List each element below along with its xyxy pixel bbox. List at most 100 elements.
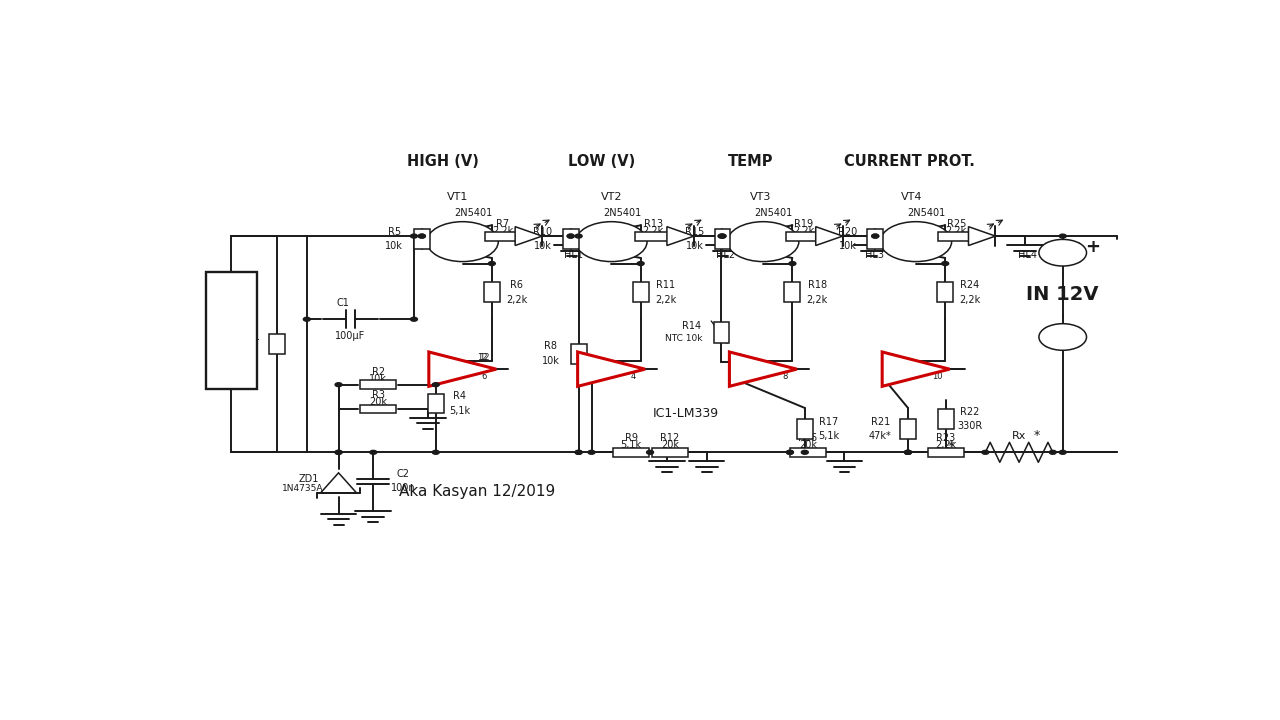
Circle shape [1060, 234, 1066, 238]
Circle shape [370, 451, 376, 454]
Text: R3: R3 [371, 390, 385, 400]
Circle shape [881, 222, 951, 261]
Bar [635, 232, 671, 240]
Text: Aka Kasyan 12/2019: Aka Kasyan 12/2019 [399, 484, 556, 499]
Text: 2,2k: 2,2k [934, 440, 956, 450]
Text: 2,2k: 2,2k [946, 225, 966, 235]
Text: 5: 5 [582, 377, 588, 385]
Text: 10k: 10k [838, 241, 856, 251]
Text: VT4: VT4 [901, 192, 923, 202]
Circle shape [489, 261, 495, 266]
Text: *: * [947, 440, 954, 454]
Text: CURRENT PROT.: CURRENT PROT. [844, 154, 974, 168]
Circle shape [942, 261, 948, 266]
Text: 5,1k: 5,1k [621, 440, 641, 450]
Circle shape [576, 222, 648, 261]
Text: 12: 12 [477, 353, 488, 362]
Bar [790, 448, 826, 456]
Text: 330R: 330R [957, 420, 982, 431]
Text: 20k: 20k [799, 440, 817, 450]
Text: 20k: 20k [660, 440, 678, 450]
Text: 10k: 10k [534, 241, 552, 251]
Text: R23: R23 [936, 433, 955, 444]
Text: R5: R5 [388, 227, 401, 237]
Text: +: + [1085, 238, 1100, 256]
Text: R22: R22 [960, 408, 979, 418]
Text: HL2: HL2 [716, 251, 735, 261]
Text: 2N5401: 2N5401 [908, 208, 946, 218]
Text: R18: R18 [808, 280, 827, 290]
Text: +: + [434, 356, 443, 366]
Circle shape [905, 451, 911, 454]
Text: 3: 3 [433, 353, 439, 362]
Bar [785, 282, 800, 302]
Text: R20: R20 [838, 227, 858, 237]
Text: 10k: 10k [686, 241, 704, 251]
Text: 4: 4 [631, 372, 636, 381]
Circle shape [411, 318, 417, 321]
Polygon shape [667, 227, 694, 246]
Text: Rx: Rx [1012, 431, 1027, 441]
Text: R7: R7 [497, 219, 509, 229]
Text: 5,1k: 5,1k [449, 406, 470, 415]
Bar [484, 282, 499, 302]
Circle shape [982, 451, 989, 454]
Text: VT3: VT3 [750, 192, 771, 202]
Circle shape [1050, 451, 1056, 454]
Bar [571, 343, 586, 364]
Text: 8: 8 [782, 372, 787, 381]
Text: *: * [1034, 429, 1041, 442]
Circle shape [1039, 240, 1087, 266]
Text: 2,2k: 2,2k [806, 294, 828, 305]
Bar [613, 448, 649, 456]
Bar [713, 322, 730, 343]
Bar [868, 229, 883, 249]
Text: C2: C2 [397, 469, 410, 480]
Polygon shape [730, 352, 797, 387]
Text: -: - [436, 372, 440, 382]
Circle shape [575, 234, 582, 238]
Bar [361, 380, 396, 389]
Bar [937, 282, 954, 302]
Text: IC1,2: IC1,2 [602, 361, 625, 370]
Circle shape [646, 451, 654, 454]
Polygon shape [577, 352, 645, 387]
Polygon shape [429, 352, 497, 387]
Text: IN 12V: IN 12V [1027, 285, 1100, 304]
Text: 10k: 10k [541, 356, 559, 366]
Circle shape [433, 383, 439, 387]
Text: 5,1k: 5,1k [818, 431, 840, 441]
Text: 2,2k: 2,2k [506, 294, 527, 305]
Text: R1: R1 [247, 332, 260, 342]
Bar [714, 229, 731, 249]
Text: 6: 6 [481, 372, 488, 381]
Circle shape [567, 234, 575, 238]
Bar [428, 394, 444, 413]
Text: +: + [735, 356, 744, 366]
Circle shape [719, 234, 726, 238]
Text: R9: R9 [625, 433, 637, 444]
Circle shape [335, 383, 342, 387]
Bar [563, 229, 579, 249]
Circle shape [1039, 324, 1087, 351]
Polygon shape [515, 227, 543, 246]
Text: R8: R8 [544, 341, 557, 351]
Circle shape [786, 451, 794, 454]
Circle shape [335, 451, 342, 454]
Text: 11: 11 [884, 377, 895, 385]
Text: 1k: 1k [247, 346, 259, 356]
Text: 2N5401: 2N5401 [603, 208, 641, 218]
Text: 13: 13 [884, 353, 896, 362]
Text: R24: R24 [960, 280, 979, 290]
Text: 1: 1 [434, 353, 439, 362]
Text: 100n: 100n [390, 483, 415, 492]
Text: 2: 2 [582, 353, 589, 362]
Bar [632, 282, 649, 302]
Text: 2,2k: 2,2k [960, 294, 980, 305]
Circle shape [727, 222, 799, 261]
Text: 1N4735A: 1N4735A [282, 484, 324, 492]
Text: R4: R4 [453, 391, 466, 401]
Text: 10k: 10k [370, 374, 387, 384]
Text: 10: 10 [932, 372, 943, 381]
Text: IC1-LM339: IC1-LM339 [653, 407, 719, 420]
